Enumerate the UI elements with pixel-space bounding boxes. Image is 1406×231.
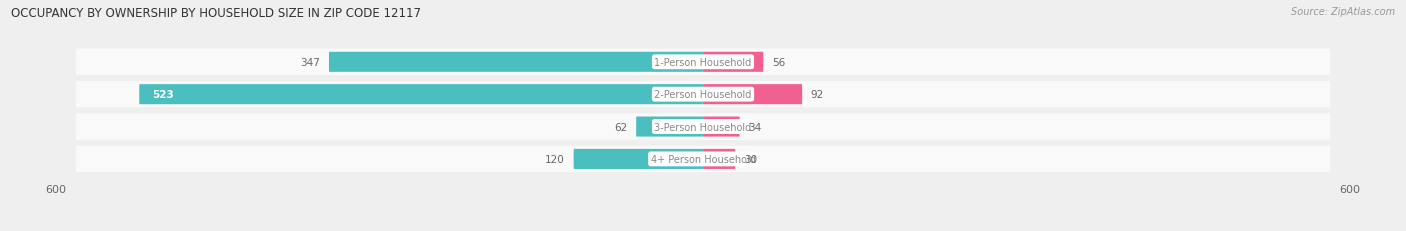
- Text: 347: 347: [301, 58, 321, 67]
- FancyBboxPatch shape: [703, 117, 740, 137]
- Text: 120: 120: [546, 154, 565, 164]
- Text: 523: 523: [152, 90, 174, 100]
- FancyBboxPatch shape: [574, 149, 703, 169]
- Text: 34: 34: [748, 122, 762, 132]
- FancyBboxPatch shape: [703, 149, 735, 169]
- Text: 56: 56: [772, 58, 785, 67]
- Text: 3-Person Household: 3-Person Household: [654, 122, 752, 132]
- Text: 62: 62: [614, 122, 627, 132]
- Text: 30: 30: [744, 154, 756, 164]
- FancyBboxPatch shape: [76, 146, 1330, 173]
- Text: 1-Person Household: 1-Person Household: [654, 58, 752, 67]
- Text: 2-Person Household: 2-Person Household: [654, 90, 752, 100]
- FancyBboxPatch shape: [139, 85, 703, 105]
- Text: OCCUPANCY BY OWNERSHIP BY HOUSEHOLD SIZE IN ZIP CODE 12117: OCCUPANCY BY OWNERSHIP BY HOUSEHOLD SIZE…: [11, 7, 422, 20]
- Text: Source: ZipAtlas.com: Source: ZipAtlas.com: [1291, 7, 1395, 17]
- FancyBboxPatch shape: [636, 117, 703, 137]
- FancyBboxPatch shape: [329, 52, 703, 73]
- Text: 4+ Person Household: 4+ Person Household: [651, 154, 755, 164]
- FancyBboxPatch shape: [76, 49, 1330, 76]
- FancyBboxPatch shape: [703, 52, 763, 73]
- FancyBboxPatch shape: [76, 82, 1330, 108]
- FancyBboxPatch shape: [703, 85, 803, 105]
- Text: 92: 92: [811, 90, 824, 100]
- FancyBboxPatch shape: [76, 114, 1330, 140]
